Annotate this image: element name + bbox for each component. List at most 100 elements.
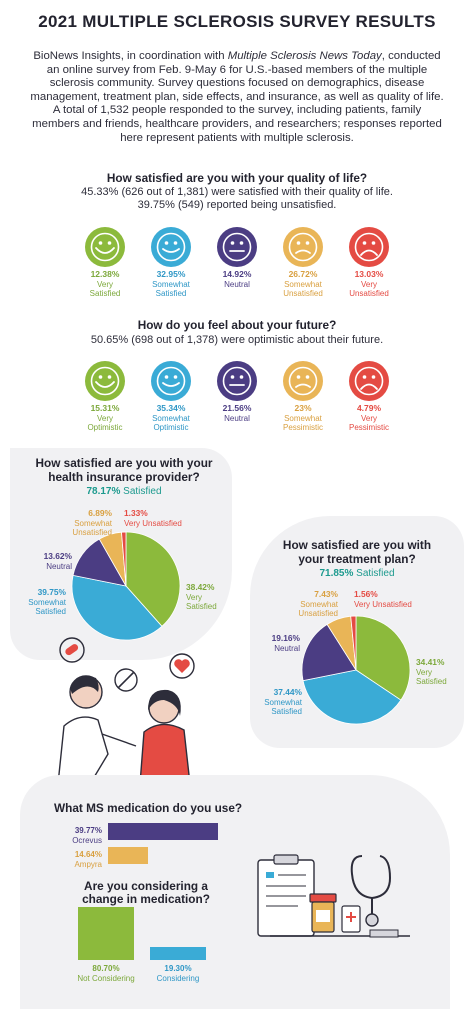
ins-label-neutral: 13.62% Neutral [24, 551, 72, 571]
future-face-label: 4.79% Very Pessimistic [329, 403, 409, 433]
quality-face-pct: 14.92% [222, 269, 252, 279]
medicine-bottle-icon [309, 893, 337, 933]
medication-panel [20, 775, 450, 1009]
insurance-summary: 78.17% Satisfied [14, 486, 234, 497]
change-question-line2: change in medication? [82, 892, 210, 906]
change-question: Are you considering a change in medicati… [66, 880, 226, 906]
ins-somewhat-satisfied-l2: Satisfied [35, 607, 66, 617]
trt-label-somewhat-satisfied: 37.44% Somewhat Satisfied [252, 687, 302, 717]
heart-badge-icon [169, 653, 195, 679]
quality-face-text: Unsatisfied [349, 289, 389, 298]
change-not-considering-label: 80.70% Not Considering [66, 964, 146, 983]
med-ampyra-label: 14.64% Ampyra [56, 850, 102, 869]
syringe-badge-icon [114, 668, 138, 692]
ins-label-somewhat-unsatisfied: 6.89% Somewhat Unsatisfied [52, 508, 112, 538]
trt-very-unsatisfied-pct: 1.56% [354, 589, 378, 599]
ins-very-satisfied-l2: Satisfied [186, 602, 217, 612]
med-ocrevus-label: 39.77% Ocrevus [56, 826, 102, 845]
trt-neutral-l1: Neutral [274, 643, 300, 653]
future-face-label: 23% Somewhat Pessimistic [263, 403, 343, 433]
change-not-considering-bar [78, 907, 134, 960]
sad-face-icon [283, 227, 323, 267]
trt-somewhat-satisfied-l1: Somewhat [264, 697, 302, 707]
med-ocrevus-name: Ocrevus [72, 835, 102, 845]
insurance-question: How satisfied are you with your health i… [14, 456, 234, 484]
future-face-text: Very [96, 413, 113, 423]
pie-slice-very-unsatisfied [121, 531, 127, 587]
syringe-icon [270, 929, 410, 938]
trt-very-unsatisfied-l1: Very Unsatisfied [354, 599, 412, 609]
ins-very-satisfied-l1: Very [186, 592, 203, 602]
quality-face-text: Satisfied [89, 289, 121, 298]
quality-face-label: 32.95% Somewhat Satisfied [131, 269, 211, 299]
ins-label-very-unsatisfied: 1.33% Very Unsatisfied [124, 508, 182, 528]
insurance-pie-chart [71, 531, 181, 641]
intro-paragraph: BioNews Insights, in coordination with M… [30, 50, 444, 145]
trt-label-neutral: 19.16% Neutral [254, 633, 300, 653]
ins-neutral-pct: 13.62% [43, 551, 72, 561]
quality-line2: 39.75% (549) reported being unsatisfied. [137, 199, 337, 211]
treatment-pie-chart [301, 615, 411, 725]
doctor-figure [57, 675, 137, 784]
future-face-text: Pessimistic [348, 423, 389, 432]
pie-slice-somewhat-satisfied [71, 574, 163, 641]
insurance-summary-pct: 78.17% [86, 486, 121, 497]
trt-somewhat-unsatisfied-pct: 7.43% [314, 589, 338, 599]
quality-face-text: Neutral [224, 279, 250, 289]
very-sad-face-icon [349, 227, 389, 267]
trt-somewhat-unsatisfied-l2: Unsatisfied [298, 609, 338, 619]
happy-face-icon [151, 361, 191, 401]
doctor-patient-illustration [57, 637, 195, 784]
neutral-face-icon [217, 361, 257, 401]
quality-face-pct: 13.03% [354, 269, 384, 279]
quality-face-text: Somewhat [284, 279, 322, 289]
treatment-question-line1: How satisfied are you with [282, 538, 432, 552]
quality-face-label: 13.03% Very Unsatisfied [329, 269, 409, 299]
ins-somewhat-satisfied-l1: Somewhat [28, 597, 66, 607]
trt-very-satisfied-l2: Satisfied [416, 677, 447, 687]
intro-publication: Multiple Sclerosis News Today [227, 50, 382, 62]
insurance-question-line2: health insurance provider? [48, 470, 200, 484]
future-face-text: Somewhat [284, 413, 322, 423]
neutral-face-icon [217, 227, 257, 267]
pie-slice-neutral [301, 623, 357, 682]
treatment-summary-word: Satisfied [356, 568, 395, 579]
quality-face-label: 12.38% Very Satisfied [65, 269, 145, 299]
ins-somewhat-unsatisfied-pct: 6.89% [88, 508, 112, 518]
intro-text-start: BioNews Insights, in coordination with [33, 50, 228, 62]
trt-somewhat-satisfied-pct: 37.44% [273, 687, 302, 697]
quality-face-label: 14.92% Neutral [197, 269, 277, 289]
future-face-pct: 15.31% [90, 403, 120, 413]
quality-face-pct: 26.72% [288, 269, 318, 279]
medication-question: What MS medication do you use? [54, 801, 243, 815]
change-considering-name: Considering [156, 973, 200, 983]
change-not-considering-name: Not Considering [77, 973, 135, 983]
future-face-pct: 4.79% [356, 403, 382, 413]
ins-somewhat-unsatisfied-l1: Somewhat [74, 518, 112, 528]
trt-label-somewhat-unsatisfied: 7.43% Somewhat Unsatisfied [280, 589, 338, 619]
treatment-summary: 71.85% Satisfied [252, 568, 462, 579]
future-question: How do you feel about your future? [137, 318, 337, 332]
quality-question: How satisfied are you with your quality … [106, 171, 368, 185]
pie-slice-very-satisfied [355, 615, 411, 701]
very-sad-face-icon [349, 361, 389, 401]
quality-face-pct: 12.38% [90, 269, 120, 279]
future-face-text: Optimistic [153, 423, 189, 432]
future-line1: 50.65% (698 out of 1,378) were optimisti… [90, 334, 384, 346]
pie-slice-somewhat-satisfied [302, 669, 402, 725]
clipboard-icon [257, 854, 315, 937]
pie-slice-very-unsatisfied [350, 615, 357, 671]
treatment-summary-pct: 71.85% [319, 568, 354, 579]
ins-very-unsatisfied-pct: 1.33% [124, 508, 148, 518]
future-face-label: 15.31% Very Optimistic [65, 403, 145, 433]
quality-face-label: 26.72% Somewhat Unsatisfied [263, 269, 343, 299]
ins-very-unsatisfied-l1: Very Unsatisfied [124, 518, 182, 528]
insurance-summary-word: Satisfied [123, 486, 162, 497]
change-considering-label: 19.30% Considering [138, 964, 218, 983]
ins-very-satisfied-pct: 38.42% [186, 582, 215, 592]
intro-text-end: , conducted an online survey from Feb. 9… [30, 50, 444, 144]
ins-somewhat-unsatisfied-l2: Unsatisfied [72, 528, 112, 538]
future-face-text: Neutral [224, 413, 250, 423]
future-face-text: Optimistic [87, 423, 123, 432]
future-face-label: 35.34% Somewhat Optimistic [131, 403, 211, 433]
